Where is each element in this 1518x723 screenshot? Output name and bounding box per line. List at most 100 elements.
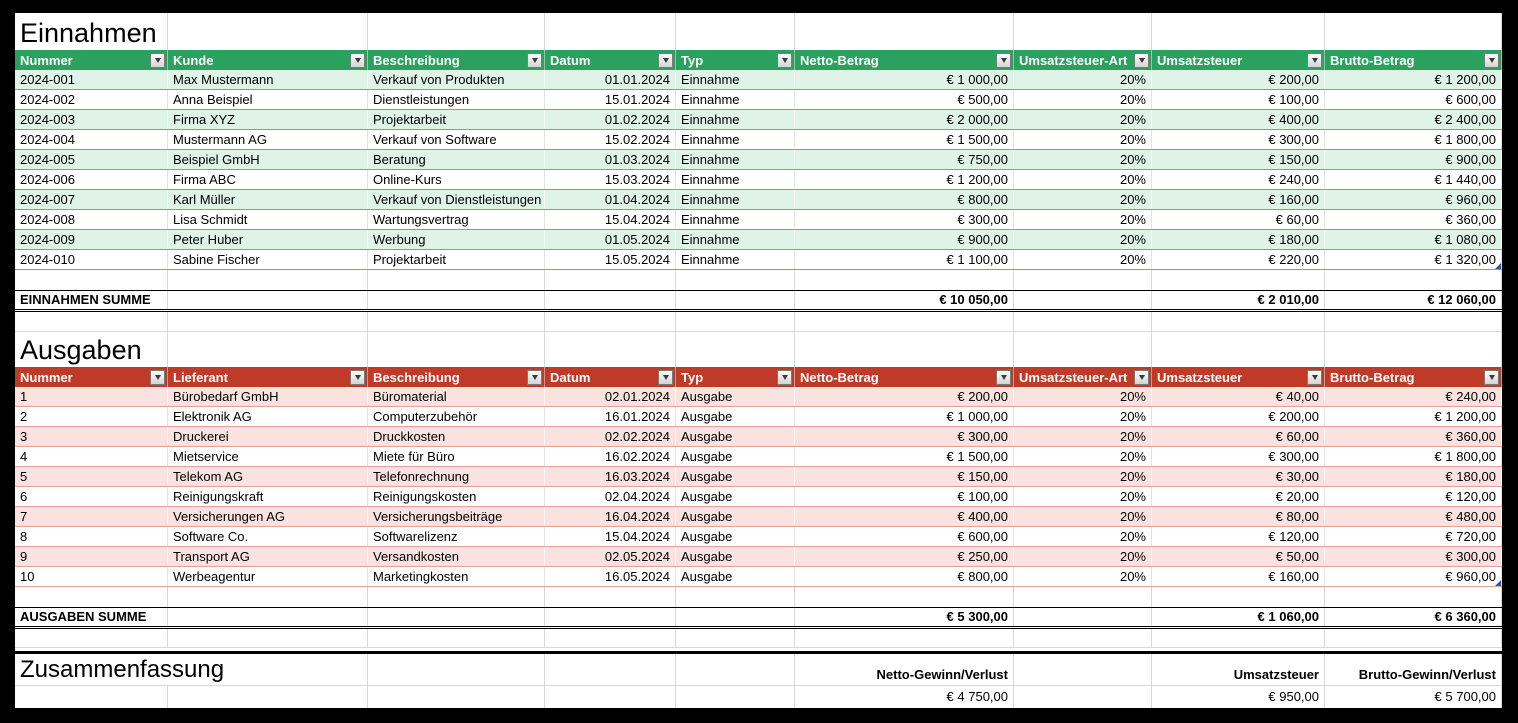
cell-nummer[interactable]: 7 (15, 507, 168, 526)
cell-beschreibung[interactable]: Versicherungsbeiträge (368, 507, 545, 526)
cell-umsatzsteuer[interactable]: € 20,00 (1152, 487, 1325, 506)
cell[interactable] (368, 587, 545, 607)
cell-netto-betrag[interactable]: € 300,00 (795, 210, 1014, 229)
cell[interactable] (795, 587, 1014, 607)
ausgaben-column-header-typ[interactable]: Typ (676, 367, 795, 387)
cell[interactable] (676, 270, 795, 290)
cell-brutto-betrag[interactable]: € 180,00 (1325, 467, 1502, 486)
cell-umsatzsteuer[interactable]: € 30,00 (1152, 467, 1325, 486)
cell[interactable] (1325, 13, 1502, 50)
cell-typ[interactable]: Einnahme (676, 230, 795, 249)
cell-typ[interactable]: Ausgabe (676, 467, 795, 486)
ausgaben-column-header-kunde[interactable]: Lieferant (168, 367, 368, 387)
cell-netto-betrag[interactable]: € 1 000,00 (795, 70, 1014, 89)
cell[interactable] (676, 13, 795, 50)
cell-beschreibung[interactable]: Verkauf von Dienstleistungen (368, 190, 545, 209)
cell-umsatzsteuer-art[interactable]: 20% (1014, 230, 1152, 249)
cell[interactable] (1152, 629, 1325, 647)
einnahmen-title-cell[interactable]: Einnahmen (15, 13, 168, 50)
cell-datum[interactable]: 15.04.2024 (545, 527, 676, 546)
cell-datum[interactable]: 15.05.2024 (545, 250, 676, 269)
cell-kunde[interactable]: Lisa Schmidt (168, 210, 368, 229)
cell-umsatzsteuer[interactable]: € 300,00 (1152, 130, 1325, 149)
cell-nummer[interactable]: 10 (15, 567, 168, 586)
cell-nummer[interactable]: 6 (15, 487, 168, 506)
einnahmen-sum-brutto[interactable]: € 12 060,00 (1325, 291, 1502, 309)
cell-brutto-betrag[interactable]: € 360,00 (1325, 427, 1502, 446)
einnahmen-column-header-netto-betrag[interactable]: Netto-Betrag (795, 50, 1014, 70)
cell[interactable] (368, 13, 545, 50)
filter-button-brutto-betrag[interactable] (1484, 369, 1499, 385)
cell-datum[interactable]: 02.02.2024 (545, 427, 676, 446)
cell[interactable] (1152, 270, 1325, 290)
cell-umsatzsteuer-art[interactable]: 20% (1014, 427, 1152, 446)
cell-umsatzsteuer[interactable]: € 180,00 (1152, 230, 1325, 249)
cell-typ[interactable]: Einnahme (676, 70, 795, 89)
filter-button-nummer[interactable] (150, 52, 165, 68)
cell-beschreibung[interactable]: Dienstleistungen (368, 90, 545, 109)
cell-netto-betrag[interactable]: € 1 000,00 (795, 407, 1014, 426)
cell[interactable] (168, 270, 368, 290)
cell-umsatzsteuer-art[interactable]: 20% (1014, 387, 1152, 406)
filter-button-beschreibung[interactable] (527, 369, 542, 385)
cell[interactable] (545, 270, 676, 290)
zusammenfassung-title-cell[interactable]: Zusammenfassung (15, 654, 368, 685)
cell-nummer[interactable]: 5 (15, 467, 168, 486)
cell-brutto-betrag[interactable]: € 120,00 (1325, 487, 1502, 506)
cell-typ[interactable]: Ausgabe (676, 407, 795, 426)
cell[interactable] (795, 332, 1014, 367)
cell-nummer[interactable]: 2024-001 (15, 70, 168, 89)
ausgaben-title-cell[interactable]: Ausgaben (15, 332, 168, 367)
cell-umsatzsteuer-art[interactable]: 20% (1014, 507, 1152, 526)
cell-brutto-betrag[interactable]: € 900,00 (1325, 150, 1502, 169)
cell-kunde[interactable]: Firma ABC (168, 170, 368, 189)
cell-brutto-betrag[interactable]: € 1 080,00 (1325, 230, 1502, 249)
einnahmen-sum-umsatzsteuer[interactable]: € 2 010,00 (1152, 291, 1325, 309)
cell[interactable] (15, 270, 168, 290)
cell-umsatzsteuer-art[interactable]: 20% (1014, 407, 1152, 426)
cell-nummer[interactable]: 2024-003 (15, 110, 168, 129)
cell-brutto-betrag[interactable]: € 1 800,00 (1325, 130, 1502, 149)
cell[interactable] (1152, 332, 1325, 367)
cell-umsatzsteuer[interactable]: € 400,00 (1152, 110, 1325, 129)
cell-datum[interactable]: 01.02.2024 (545, 110, 676, 129)
cell-umsatzsteuer[interactable]: € 150,00 (1152, 150, 1325, 169)
filter-button-datum[interactable] (658, 369, 673, 385)
cell-umsatzsteuer-art[interactable]: 20% (1014, 190, 1152, 209)
cell-nummer[interactable]: 2024-006 (15, 170, 168, 189)
cell-kunde[interactable]: Transport AG (168, 547, 368, 566)
cell-brutto-betrag[interactable]: € 1 200,00 (1325, 70, 1502, 89)
cell-netto-betrag[interactable]: € 1 100,00 (795, 250, 1014, 269)
filter-button-umsatzsteuer-art[interactable] (1134, 369, 1149, 385)
cell-umsatzsteuer[interactable]: € 60,00 (1152, 427, 1325, 446)
cell[interactable] (1014, 654, 1152, 685)
cell[interactable] (168, 587, 368, 607)
cell[interactable] (676, 312, 795, 331)
ausgaben-sum-umsatzsteuer[interactable]: € 1 060,00 (1152, 608, 1325, 626)
cell-nummer[interactable]: 2024-008 (15, 210, 168, 229)
cell-brutto-betrag[interactable]: € 1 320,00 (1325, 250, 1502, 269)
cell-typ[interactable]: Ausgabe (676, 507, 795, 526)
cell[interactable] (545, 686, 676, 708)
ausgaben-column-header-datum[interactable]: Datum (545, 367, 676, 387)
cell-nummer[interactable]: 8 (15, 527, 168, 546)
cell[interactable] (1325, 332, 1502, 367)
cell-beschreibung[interactable]: Projektarbeit (368, 110, 545, 129)
table-resize-handle[interactable] (1495, 580, 1501, 586)
ausgaben-sum-label[interactable]: AUSGABEN SUMME (15, 608, 168, 626)
cell-nummer[interactable]: 9 (15, 547, 168, 566)
cell-datum[interactable]: 01.05.2024 (545, 230, 676, 249)
cell[interactable] (368, 270, 545, 290)
cell-netto-betrag[interactable]: € 1 500,00 (795, 447, 1014, 466)
cell-umsatzsteuer[interactable]: € 80,00 (1152, 507, 1325, 526)
cell-brutto-betrag[interactable]: € 240,00 (1325, 387, 1502, 406)
cell-datum[interactable]: 02.04.2024 (545, 487, 676, 506)
cell-netto-betrag[interactable]: € 300,00 (795, 427, 1014, 446)
cell-umsatzsteuer[interactable]: € 200,00 (1152, 70, 1325, 89)
cell-brutto-betrag[interactable]: € 1 800,00 (1325, 447, 1502, 466)
cell-datum[interactable]: 01.01.2024 (545, 70, 676, 89)
cell-kunde[interactable]: Bürobedarf GmbH (168, 387, 368, 406)
cell[interactable] (1152, 13, 1325, 50)
cell[interactable] (1152, 312, 1325, 331)
cell-beschreibung[interactable]: Wartungsvertrag (368, 210, 545, 229)
